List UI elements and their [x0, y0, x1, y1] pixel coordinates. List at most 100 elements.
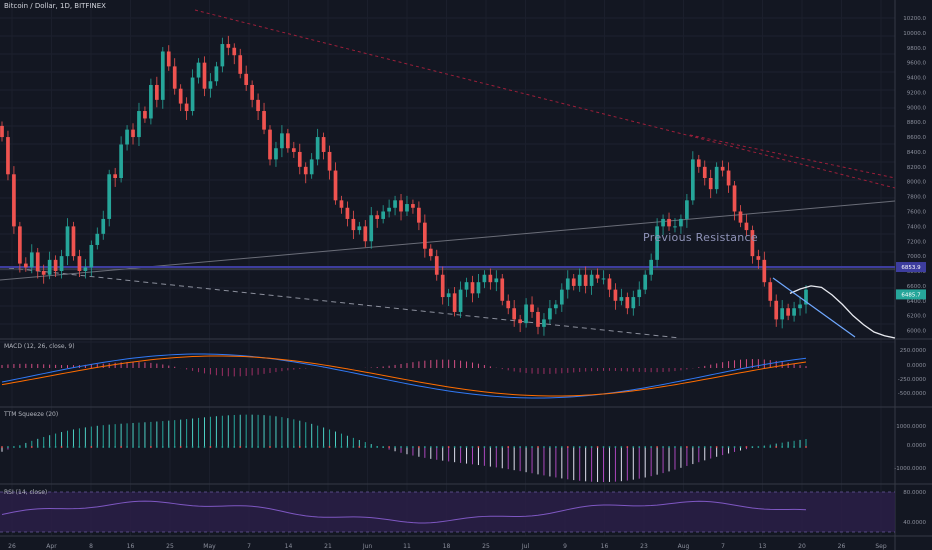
ttm-squeeze-dot: [560, 446, 563, 448]
ttm-squeeze-dot: [709, 446, 712, 448]
candle-body: [381, 211, 386, 219]
price-axis-area: [895, 0, 932, 550]
ttm-squeeze-dot: [263, 446, 265, 448]
candle-body: [315, 137, 320, 160]
chart-title: Bitcoin / Dollar, 1D, BITFINEX: [4, 2, 106, 10]
candle-body: [565, 278, 570, 290]
ttm-squeeze-dot: [703, 446, 706, 448]
date-tick-label: 25: [166, 543, 174, 550]
candle-body: [405, 204, 409, 212]
ttm-squeeze-dot: [364, 446, 367, 448]
price-tick-label: 8400.0: [907, 150, 927, 156]
candle-body: [196, 62, 201, 78]
price-tick-label: 7200.0: [907, 239, 927, 245]
ttm-squeeze-dot: [501, 446, 504, 448]
ttm-squeeze-dot: [90, 446, 93, 448]
date-tick-label: 26: [8, 543, 16, 550]
candle-body: [661, 218, 665, 227]
candle-body: [804, 289, 808, 305]
candle-body: [89, 244, 94, 268]
ttm-squeeze-dot: [298, 446, 301, 448]
candle-body: [321, 137, 326, 152]
candle-body: [792, 308, 796, 316]
candle-body: [297, 151, 302, 167]
ttm-squeeze-dot: [554, 446, 557, 448]
candle-body: [256, 99, 260, 112]
ttm-squeeze-dot: [537, 446, 539, 448]
date-tick-label: Jun: [362, 543, 373, 550]
ttm-squeeze-dot: [590, 446, 593, 448]
candle-body: [702, 166, 707, 178]
candle-body: [655, 226, 659, 260]
candle-body: [726, 170, 731, 186]
ttm-squeeze-dot: [578, 446, 581, 448]
candle-body: [762, 259, 767, 283]
candle-body: [464, 282, 469, 290]
ttm-squeeze-dot: [251, 446, 254, 448]
ttm-squeeze-dot: [757, 446, 760, 448]
candle-body: [387, 207, 391, 212]
candle-body: [506, 300, 511, 309]
ttm-squeeze-dot: [120, 446, 123, 448]
candle-body: [166, 51, 171, 67]
ttm-squeeze-dot: [161, 446, 164, 448]
candle-body: [798, 304, 802, 309]
ttm-squeeze-dot: [519, 446, 522, 448]
candle-body: [274, 148, 278, 160]
candle-body: [345, 207, 350, 219]
candle-body: [309, 159, 314, 175]
candle-body: [119, 144, 123, 178]
date-tick-label: 8: [89, 543, 93, 550]
candle-body: [577, 274, 582, 286]
candle-body: [125, 129, 129, 145]
ttm-squeeze-dot: [167, 446, 170, 448]
candle-body: [184, 103, 189, 112]
macd-tick-label: 0.0000: [907, 363, 927, 369]
ttm-squeeze-dot: [191, 446, 194, 448]
candle-body: [595, 274, 600, 279]
ttm-squeeze-dot: [66, 446, 69, 448]
candle-body: [732, 185, 737, 212]
price-tick-label: 8800.0: [907, 120, 927, 126]
ttm-squeeze-dot: [566, 446, 569, 448]
ttm-squeeze-dot: [72, 446, 75, 448]
candle-body: [756, 256, 761, 260]
candle-body: [244, 73, 249, 85]
ttm-squeeze-dot: [584, 446, 587, 448]
candle-body: [6, 137, 10, 175]
ttm-squeeze-dot: [334, 446, 337, 448]
price-tick-label: 6400.0: [907, 299, 927, 305]
candle-body: [780, 308, 785, 320]
price-tick-label: 7000.0: [907, 254, 927, 260]
candle-body: [83, 267, 88, 272]
candle-body: [559, 289, 564, 305]
candle-body: [500, 278, 505, 301]
ttm-squeeze-dot: [721, 446, 724, 448]
macd-tick-label: -500.0000: [898, 391, 927, 397]
candle-body: [101, 218, 106, 234]
date-tick-label: May: [203, 543, 216, 550]
macd-pane-label: MACD (12, 26, close, 9): [4, 343, 75, 350]
rsi-line: [1, 500, 807, 524]
candle-body: [434, 256, 439, 275]
ttm-squeeze-dot: [138, 446, 140, 448]
ttm-squeeze-dot: [406, 446, 408, 448]
candle-body: [339, 200, 344, 208]
candle-body: [488, 274, 493, 283]
ttm-squeeze-dot: [775, 446, 778, 448]
ttm-squeeze-dot: [453, 446, 456, 448]
ttm-squeeze-dot: [662, 446, 664, 448]
ttm-squeeze-dot: [13, 446, 15, 448]
price-tick-label: 6600.0: [907, 284, 927, 290]
candle-body: [357, 226, 362, 231]
candle-body: [172, 66, 177, 89]
candle-body: [613, 289, 618, 301]
candle-body: [41, 271, 46, 275]
ttm-squeeze-dot: [292, 446, 295, 448]
ttm-squeeze-dot: [388, 446, 391, 448]
support-line-dashed: [0, 266, 681, 339]
candle-body: [536, 311, 540, 327]
candle-body: [476, 282, 481, 294]
candle-body: [369, 215, 374, 242]
